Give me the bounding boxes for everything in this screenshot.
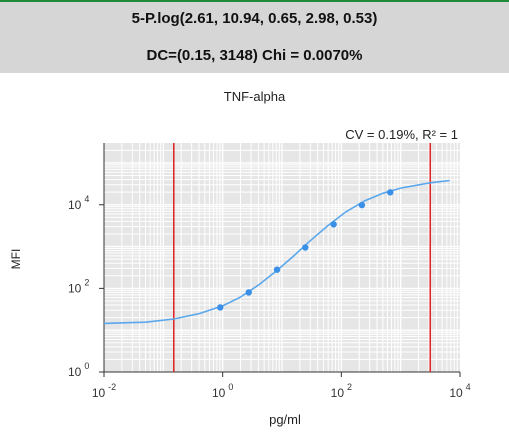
standard-point xyxy=(387,189,394,196)
standard-point xyxy=(358,201,366,209)
standard-point xyxy=(330,221,337,228)
standard-point xyxy=(245,289,252,296)
x-tick-label: 10 4 xyxy=(449,382,470,400)
x-tick-label: 10 2 xyxy=(331,382,352,400)
fit-quality-annotation: CV = 0.19%, R² = 1 xyxy=(345,127,458,142)
x-tick-label: 10 -2 xyxy=(92,382,116,400)
x-axis-title: pg/ml xyxy=(269,412,301,427)
standard-point xyxy=(217,304,224,311)
standard-point xyxy=(302,244,309,251)
fit-equation: 5-P.log(2.61, 10.94, 0.65, 2.98, 0.53) xyxy=(131,10,378,27)
y-axis-title: MFI xyxy=(9,249,23,270)
fit-summary-header: 5-P.log(2.61, 10.94, 0.65, 2.98, 0.53) D… xyxy=(0,0,509,73)
y-tick-label: 10 2 xyxy=(68,277,89,295)
y-tick-label: 10 4 xyxy=(68,194,89,212)
y-tick-label: 10 0 xyxy=(68,361,89,379)
chart-title: TNF-alpha xyxy=(223,89,286,104)
x-tick-label: 10 0 xyxy=(212,382,233,400)
fit-statistics: DC=(0.15, 3148) Chi = 0.0070% xyxy=(146,47,363,64)
standard-point xyxy=(273,266,281,273)
